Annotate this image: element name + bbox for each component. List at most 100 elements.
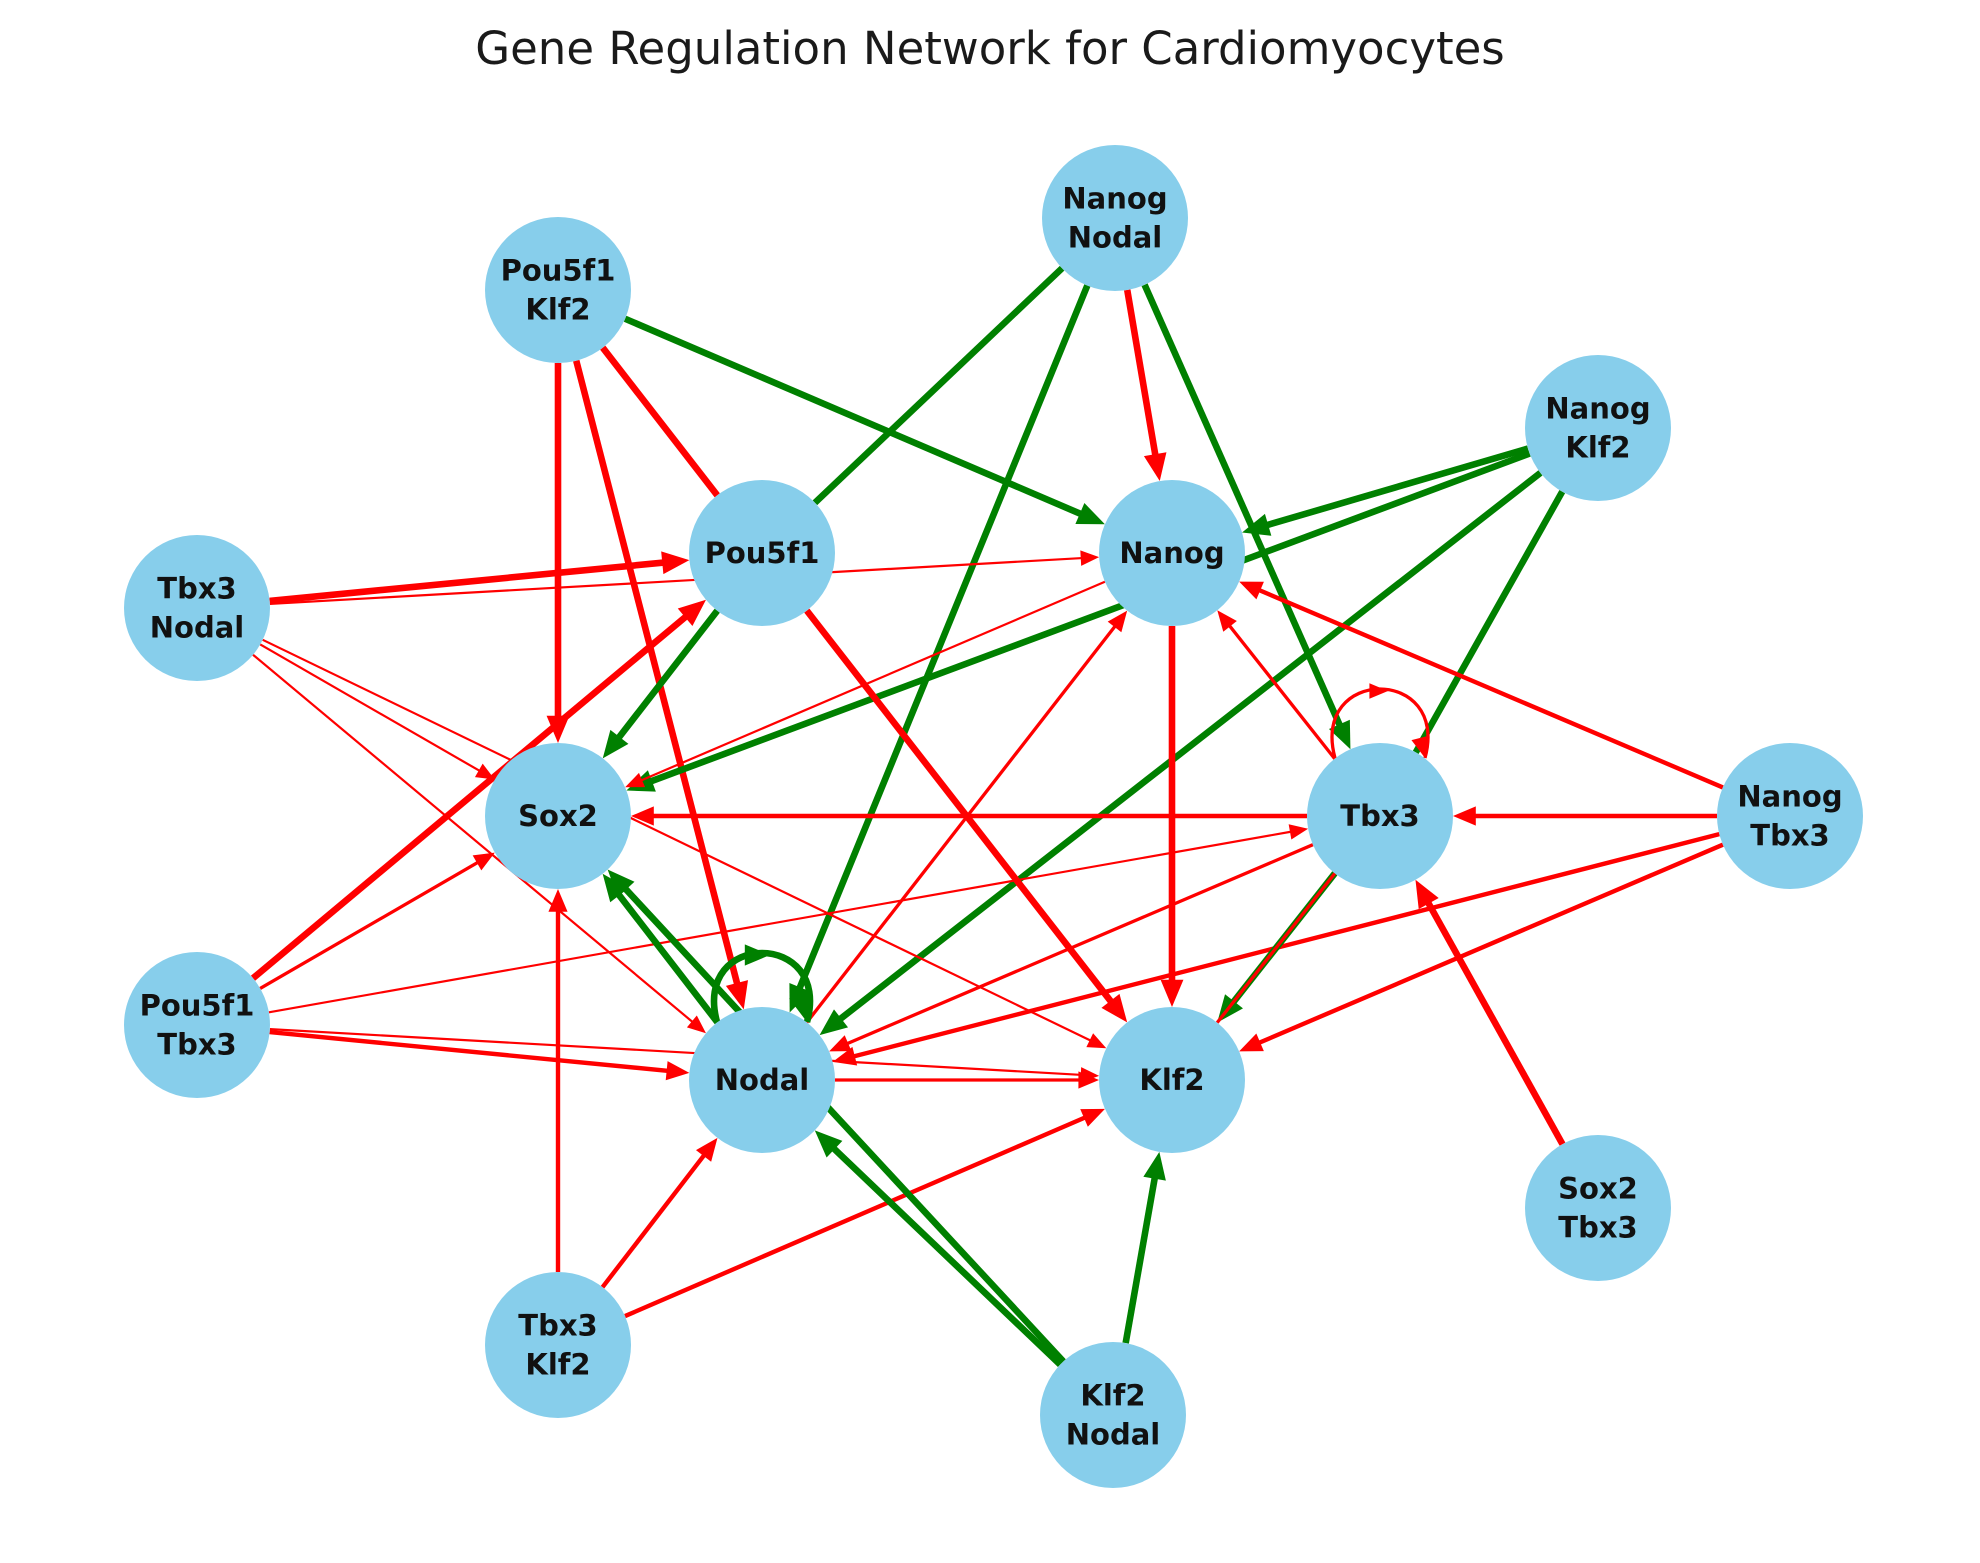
edge-tbx3-to-nanog-repression-arrowhead — [1217, 610, 1237, 632]
diagram-title: Gene Regulation Network for Cardiomyocyt… — [475, 22, 1505, 75]
edge-tbx3nodal-to-pou5f1-repression-line — [269, 558, 669, 605]
edge-tbx3nodal-to-nanog-repression-line — [269, 556, 1085, 605]
edge-tbx3-to-nodal-repression-arrowhead — [829, 1035, 852, 1052]
edge-nanogklf2-to-nanog-activation-arrowhead — [1242, 513, 1272, 536]
edge-pou5f1-to-sox2-activation — [602, 608, 720, 759]
edge-pou5f1klf2-to-nodal-repression-arrowhead — [725, 980, 749, 1010]
edge-klf2nodal-to-sox2-activation-line — [619, 883, 1066, 1364]
edge-tbx3klf2-to-klf2-repression-arrowhead — [1080, 1108, 1105, 1127]
edge-pou5f1tbx3-to-sox2-repression — [259, 852, 495, 990]
edge-tbx3klf2-to-nodal-repression — [600, 1137, 718, 1289]
edge-tbx3nodal-to-nanog-repression — [269, 550, 1100, 605]
node-klf2-label: Klf2 — [1139, 1063, 1204, 1097]
node-klf2nodal-label: Klf2 Nodal — [1066, 1379, 1160, 1452]
node-nanognodal-label: Nanog Nodal — [1062, 182, 1167, 255]
edge-nanog-to-klf2-repression-arrowhead — [1160, 979, 1184, 1007]
edge-nanog-to-sox2-repression-line — [638, 580, 1106, 783]
node-nodal: Nodal — [689, 1007, 835, 1153]
edge-nanognodal-to-pou5f1-activation-line — [812, 265, 1065, 506]
edge-pou5f1klf2-to-nodal-repression — [573, 359, 749, 1010]
edge-pou5f1tbx3-to-klf2-repression-line — [269, 1028, 1085, 1077]
node-pou5f1klf2-circle — [485, 217, 631, 363]
node-tbx3klf2-label: Tbx3 Klf2 — [518, 1309, 597, 1382]
edge-nanognodal-to-pou5f1-activation — [812, 265, 1065, 506]
edge-tbx3-to-klf2-repression-line — [1215, 872, 1337, 1024]
node-sox2-label: Sox2 — [518, 799, 598, 833]
node-tbx3-circle — [1307, 743, 1453, 889]
edge-nanognodal-to-nodal-activation-line — [794, 284, 1091, 994]
edge-nanogklf2-to-nodal-activation — [819, 470, 1543, 1036]
edge-sox2tbx3-to-tbx3-repression-arrowhead — [1415, 879, 1439, 910]
edge-tbx3-to-tbx3-repression — [1330, 683, 1430, 759]
edge-tbx3-to-sox2-repression — [631, 806, 1307, 826]
edge-nanogtbx3-to-klf2-repression-line — [1255, 842, 1724, 1047]
edge-klf2nodal-to-klf2-activation — [1122, 1151, 1166, 1344]
node-pou5f1tbx3-label: Pou5f1 Tbx3 — [140, 989, 255, 1062]
edge-nanog-to-sox2-repression — [625, 580, 1106, 788]
edge-klf2nodal-to-nodal-activation-line — [828, 1143, 1063, 1367]
edge-pou5f1klf2-to-sox2-repression — [546, 363, 570, 743]
edge-pou5f1tbx3-to-sox2-repression-arrowhead — [472, 852, 495, 871]
edge-nanogtbx3-to-nanog-repression-line — [1255, 586, 1724, 790]
edge-tbx3nodal-to-nanog-repression-arrowhead — [1080, 550, 1100, 566]
node-nanognodal-circle — [1042, 145, 1188, 291]
edge-nodal-to-nanog-repression — [805, 610, 1128, 1024]
edge-nodal-to-nodal-activation-arrowhead — [789, 992, 812, 1022]
edge-nodal-to-klf2-repression — [835, 1071, 1099, 1089]
node-pou5f1klf2-label: Pou5f1 Klf2 — [501, 254, 616, 327]
edge-pou5f1-to-klf2-repression-line — [804, 608, 1117, 1008]
edge-nodal-to-nodal-activation-mid-arrowhead — [744, 944, 770, 966]
node-klf2nodal-circle — [1040, 1342, 1186, 1488]
edge-nanogklf2-to-nodal-activation-arrowhead — [819, 1009, 849, 1036]
edge-tbx3-to-sox2-repression-arrowhead — [631, 806, 654, 826]
node-tbx3-label: Tbx3 — [1340, 799, 1419, 833]
edge-tbx3nodal-to-klf2-repression-line — [262, 638, 1094, 1043]
node-nanogklf2: Nanog Klf2 — [1525, 355, 1671, 501]
edge-tbx3nodal-to-pou5f1-repression-arrowhead — [661, 551, 690, 575]
edge-tbx3nodal-to-nodal-repression-arrowhead — [686, 1015, 706, 1034]
edge-tbx3nodal-to-sox2-repression — [259, 643, 495, 780]
node-tbx3klf2: Tbx3 Klf2 — [485, 1272, 631, 1418]
edge-pou5f1tbx3-to-sox2-repression-line — [259, 859, 482, 990]
edge-tbx3nodal-to-klf2-repression — [262, 638, 1107, 1049]
edge-klf2nodal-to-klf2-activation-line — [1122, 1172, 1159, 1344]
edge-nodal-to-sox2-activation-line — [613, 888, 720, 1025]
edge-nanog-to-sox2-repression-arrowhead — [625, 772, 646, 788]
edge-pou5f1tbx3-to-nodal-repression — [269, 1029, 690, 1081]
edge-nodal-to-klf2-repression-arrowhead — [1078, 1071, 1099, 1089]
edge-pou5f1tbx3-to-nodal-repression-arrowhead — [665, 1061, 690, 1081]
edge-tbx3-to-tbx3-repression-arrowhead — [1411, 735, 1429, 758]
node-tbx3nodal: Tbx3 Nodal — [124, 535, 270, 681]
edge-nanogtbx3-to-tbx3-repression — [1453, 806, 1717, 826]
edge-pou5f1-to-klf2-repression — [804, 608, 1128, 1023]
edge-tbx3klf2-to-nodal-repression-arrowhead — [695, 1137, 718, 1162]
edge-tbx3klf2-to-sox2-repression-arrowhead — [548, 889, 568, 912]
edge-nanogklf2-to-sox2-activation-line — [645, 450, 1531, 786]
node-nanogtbx3-circle — [1717, 743, 1863, 889]
edge-pou5f1klf2-to-nodal-repression-line — [573, 359, 742, 990]
node-sox2tbx3: Sox2 Tbx3 — [1525, 1135, 1671, 1281]
node-tbx3nodal-circle — [124, 535, 270, 681]
node-pou5f1tbx3: Pou5f1 Tbx3 — [124, 952, 270, 1098]
edge-klf2nodal-to-nodal-activation-arrowhead — [814, 1130, 843, 1158]
node-nanogtbx3-label: Nanog Tbx3 — [1737, 780, 1842, 853]
node-nodal-label: Nodal — [715, 1063, 809, 1097]
edge-nodal-to-nodal-activation — [710, 944, 814, 1023]
edge-tbx3-to-nanog-repression — [1217, 610, 1337, 760]
edge-tbx3nodal-to-pou5f1-repression — [269, 551, 690, 605]
edge-nanognodal-to-nanog-repression-arrowhead — [1143, 452, 1167, 482]
edge-nanogtbx3-to-nanog-repression-arrowhead — [1239, 581, 1264, 600]
edge-nanognodal-to-nanog-repression-line — [1123, 289, 1160, 461]
edge-tbx3klf2-to-klf2-repression — [624, 1108, 1105, 1319]
edge-nodal-to-nanog-repression-arrowhead — [1107, 610, 1128, 633]
node-nanog-circle — [1099, 480, 1245, 626]
edge-pou5f1klf2-to-nanog-activation-arrowhead — [1075, 503, 1105, 525]
node-pou5f1klf2: Pou5f1 Klf2 — [485, 217, 631, 363]
edge-tbx3nodal-to-nodal-repression — [252, 653, 706, 1034]
edge-tbx3klf2-to-nodal-repression-line — [600, 1150, 709, 1289]
edge-nanogklf2-to-nanog-activation-line — [1261, 445, 1529, 530]
edge-pou5f1tbx3-to-tbx3-repression — [268, 824, 1309, 1014]
edge-klf2nodal-to-sox2-activation-arrowhead — [607, 869, 635, 898]
